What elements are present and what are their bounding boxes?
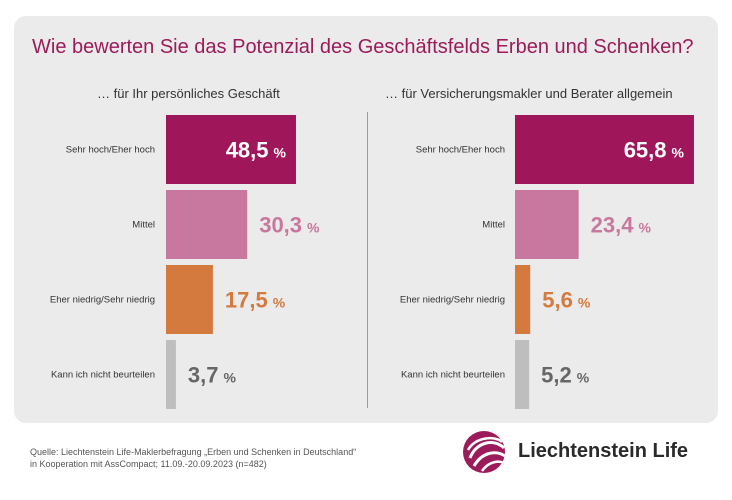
chart-divider bbox=[367, 112, 368, 408]
value-label: 5,6% bbox=[542, 288, 591, 313]
chart-title: Wie bewerten Sie das Potenzial des Gesch… bbox=[32, 36, 694, 58]
bar bbox=[166, 190, 248, 259]
category-label: Mittel bbox=[132, 220, 155, 231]
liechtenstein-life-logo-icon bbox=[463, 431, 506, 473]
category-label: Eher niedrig/Sehr niedrig bbox=[50, 295, 155, 306]
bar bbox=[166, 340, 176, 409]
bar bbox=[515, 340, 530, 409]
brand-logo: Liechtenstein Life bbox=[460, 428, 720, 476]
right-chart-subtitle: … für Versicherungsmakler und Berater al… bbox=[385, 86, 673, 101]
bar bbox=[515, 265, 531, 334]
category-label: Kann ich nicht beurteilen bbox=[51, 370, 155, 381]
bar bbox=[515, 190, 579, 259]
left-chart-subtitle: … für Ihr persönliches Geschäft bbox=[97, 86, 280, 101]
category-label: Sehr hoch/Eher hoch bbox=[66, 145, 155, 156]
category-label: Eher niedrig/Sehr niedrig bbox=[400, 295, 505, 306]
category-label: Kann ich nicht beurteilen bbox=[401, 370, 505, 381]
logo-name: Liechtenstein Life bbox=[518, 440, 689, 462]
chart-panel bbox=[14, 16, 718, 423]
value-label: 17,5% bbox=[225, 288, 286, 313]
category-label: Mittel bbox=[482, 220, 505, 231]
source-line-2: in Kooperation mit AssCompact; 11.09.-20… bbox=[30, 459, 267, 469]
value-label: 23,4% bbox=[591, 213, 652, 238]
value-label: 30,3% bbox=[259, 213, 320, 238]
value-label: 5,2% bbox=[541, 363, 590, 388]
bar bbox=[515, 115, 694, 184]
bar bbox=[166, 115, 296, 184]
source-note: Quelle: Liechtenstein Life-Maklerbefragu… bbox=[30, 446, 356, 470]
bar bbox=[166, 265, 213, 334]
value-label: 3,7% bbox=[188, 363, 237, 388]
source-line-1: Quelle: Liechtenstein Life-Maklerbefragu… bbox=[30, 447, 357, 457]
category-label: Sehr hoch/Eher hoch bbox=[416, 145, 505, 156]
